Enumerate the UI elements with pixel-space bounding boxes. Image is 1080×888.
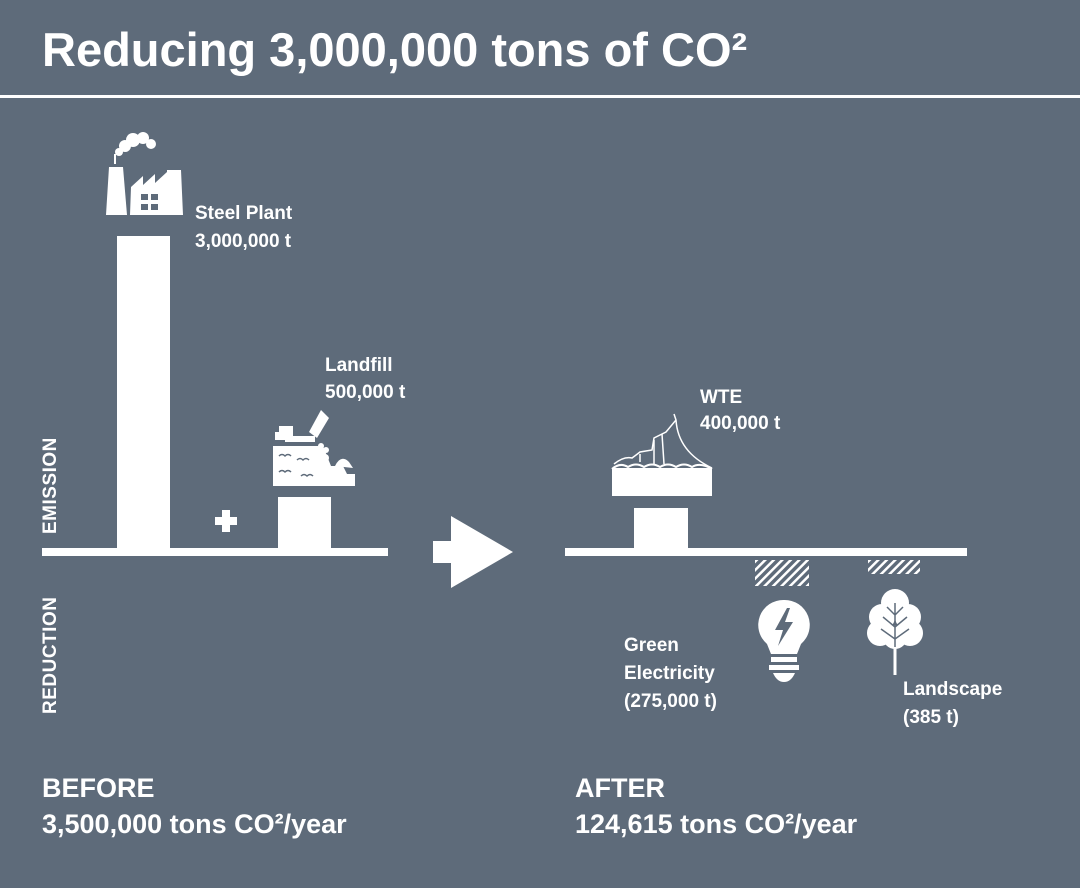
landfill-bar — [278, 497, 331, 549]
green-electricity-line2: Electricity — [624, 663, 715, 684]
after-heading: AFTER — [575, 773, 665, 803]
landfill-name: Landfill — [325, 355, 393, 376]
before-baseline — [42, 548, 388, 556]
title-divider — [0, 95, 1080, 98]
steel-plant-value: 3,000,000 t — [195, 231, 292, 252]
landfill-truck-icon — [273, 410, 355, 486]
landscape-value: (385 t) — [903, 707, 959, 728]
landscape-name: Landscape — [903, 679, 1003, 700]
lightbulb-icon — [758, 599, 810, 682]
emission-label: EMISSION — [40, 437, 61, 534]
green-electricity-value: (275,000 t) — [624, 691, 717, 712]
green-electricity-hatch — [755, 560, 809, 586]
wte-plant-icon — [611, 413, 713, 496]
landscape-hatch — [868, 560, 920, 574]
steel-plant-name: Steel Plant — [195, 203, 293, 224]
wte-name: WTE — [700, 387, 743, 408]
wte-bar — [634, 508, 688, 549]
plus-icon — [215, 510, 237, 532]
reduction-label: REDUCTION — [40, 596, 61, 714]
tree-icon — [867, 589, 923, 675]
after-baseline — [565, 548, 967, 556]
wte-value: 400,000 t — [700, 413, 781, 434]
landfill-value: 500,000 t — [325, 382, 406, 403]
page-title: Reducing 3,000,000 tons of CO² — [42, 23, 748, 76]
factory-icon — [106, 132, 183, 215]
green-electricity-line1: Green — [624, 635, 679, 656]
before-heading: BEFORE — [42, 773, 155, 803]
arrow-right-icon — [433, 516, 513, 588]
before-total: 3,500,000 tons CO²/year — [42, 809, 347, 839]
after-total: 124,615 tons CO²/year — [575, 809, 858, 839]
steel-plant-bar — [117, 236, 170, 549]
